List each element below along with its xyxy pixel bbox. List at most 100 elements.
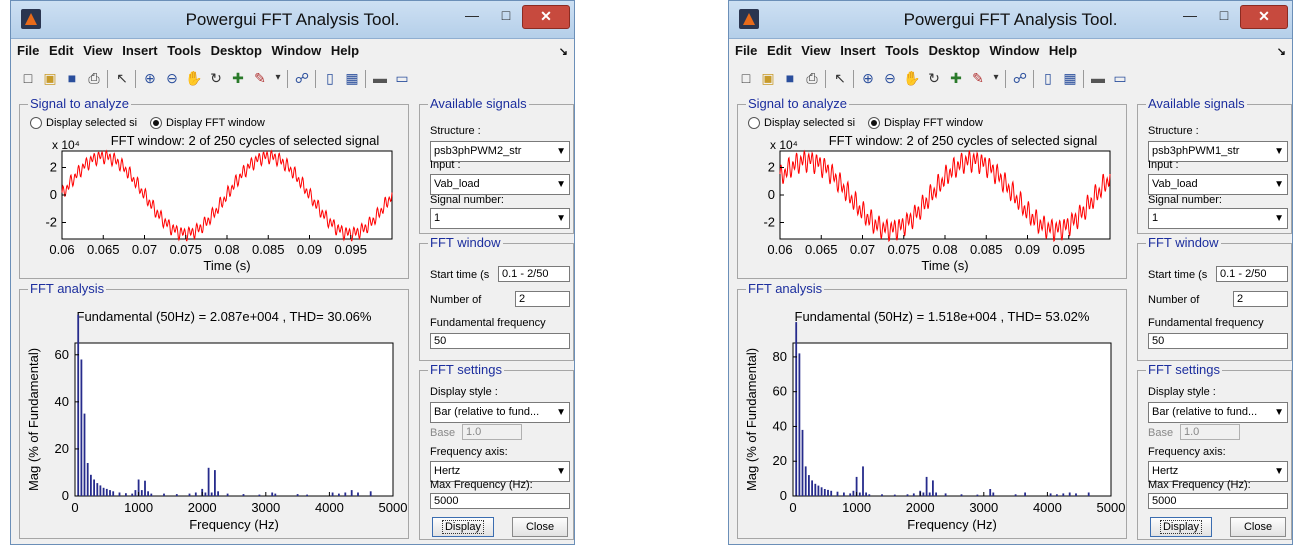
chevron-down-icon[interactable]: ▼: [1274, 407, 1284, 418]
menu-window[interactable]: Window: [989, 43, 1040, 58]
minimize-button[interactable]: —: [1183, 7, 1197, 23]
insert-colorbar-icon[interactable]: ▯: [326, 70, 334, 86]
pan-hand-icon[interactable]: ✋: [185, 70, 203, 86]
data-cursor-icon[interactable]: ✚: [232, 70, 244, 86]
menu-desktop[interactable]: Desktop: [928, 43, 980, 58]
frequency-axis-select[interactable]: Hertz ▼: [1148, 461, 1288, 482]
display-fft-window-radio[interactable]: Display FFT window: [150, 117, 300, 131]
insert-colorbar-icon[interactable]: ▯: [1044, 70, 1052, 86]
display-selected-signal-radio[interactable]: Display selected si: [748, 117, 883, 131]
show-plot-tools-icon[interactable]: ▭: [1113, 70, 1127, 86]
zoom-in-icon[interactable]: ⊕: [862, 70, 874, 86]
menu-insert[interactable]: Insert: [840, 43, 876, 58]
max-frequency-input[interactable]: 5000: [430, 493, 570, 509]
menu-tools[interactable]: Tools: [167, 43, 201, 58]
open-file-icon[interactable]: ▣: [761, 70, 775, 86]
chevron-down-icon[interactable]: ▼: [556, 213, 566, 224]
rotate-3d-icon[interactable]: ↻: [210, 70, 222, 86]
brush-dropdown-icon[interactable]: ▾: [275, 72, 281, 83]
chevron-down-icon[interactable]: ▼: [1274, 179, 1284, 190]
menu-view[interactable]: View: [801, 43, 831, 58]
max-frequency-input[interactable]: 5000: [1148, 493, 1288, 509]
structure-select[interactable]: psb3phPWM1_str ▼: [1148, 141, 1288, 162]
title-bar[interactable]: Powergui FFT Analysis Tool. — □ ✕: [11, 1, 574, 39]
hide-plot-tools-icon[interactable]: ▬: [373, 70, 387, 86]
signal-number-select[interactable]: 1 ▼: [430, 208, 570, 229]
radio-button[interactable]: [868, 117, 880, 129]
insert-legend-icon[interactable]: ▦: [345, 70, 359, 86]
number-of-cycles-input[interactable]: 2: [1233, 291, 1288, 307]
brush-icon[interactable]: ✎: [254, 70, 266, 86]
display-button[interactable]: Display: [1150, 517, 1212, 537]
new-figure-icon[interactable]: □: [23, 70, 33, 86]
fundamental-frequency-input[interactable]: 50: [1148, 333, 1288, 349]
display-fft-window-radio[interactable]: Display FFT window: [868, 117, 1018, 131]
chevron-down-icon[interactable]: ▼: [556, 466, 566, 477]
menu-tools[interactable]: Tools: [885, 43, 919, 58]
brush-dropdown-icon[interactable]: ▾: [993, 72, 999, 83]
zoom-in-icon[interactable]: ⊕: [144, 70, 156, 86]
zoom-out-icon[interactable]: ⊖: [166, 70, 178, 86]
save-icon[interactable]: ■: [785, 70, 795, 86]
radio-button[interactable]: [748, 117, 760, 129]
display-style-select[interactable]: Bar (relative to fund... ▼: [1148, 402, 1288, 423]
display-selected-signal-radio[interactable]: Display selected si: [30, 117, 165, 131]
menu-edit[interactable]: Edit: [767, 43, 792, 58]
maximize-button[interactable]: □: [501, 7, 511, 23]
menu-help[interactable]: Help: [1048, 43, 1078, 58]
zoom-out-icon[interactable]: ⊖: [884, 70, 896, 86]
chevron-down-icon[interactable]: ▼: [556, 179, 566, 190]
structure-select[interactable]: psb3phPWM2_str ▼: [430, 141, 570, 162]
maximize-button[interactable]: □: [1219, 7, 1229, 23]
edit-plot-pointer-icon[interactable]: ↖: [834, 70, 846, 86]
pan-hand-icon[interactable]: ✋: [903, 70, 921, 86]
data-cursor-icon[interactable]: ✚: [950, 70, 962, 86]
title-bar[interactable]: Powergui FFT Analysis Tool. — □ ✕: [729, 1, 1292, 39]
menu-help[interactable]: Help: [330, 43, 360, 58]
show-plot-tools-icon[interactable]: ▭: [395, 70, 409, 86]
open-file-icon[interactable]: ▣: [43, 70, 57, 86]
insert-legend-icon[interactable]: ▦: [1063, 70, 1077, 86]
print-icon[interactable]: ⎙: [806, 70, 818, 86]
menu-window[interactable]: Window: [271, 43, 322, 58]
chevron-down-icon[interactable]: ▼: [1274, 466, 1284, 477]
signal-number-select[interactable]: 1 ▼: [1148, 208, 1288, 229]
link-plot-icon[interactable]: ☍: [294, 70, 310, 86]
chevron-down-icon[interactable]: ▼: [556, 146, 566, 157]
hide-plot-tools-icon[interactable]: ▬: [1091, 70, 1105, 86]
chevron-down-icon[interactable]: ▼: [556, 407, 566, 418]
frequency-axis-select[interactable]: Hertz ▼: [430, 461, 570, 482]
menu-file[interactable]: File: [735, 43, 758, 58]
rotate-3d-icon[interactable]: ↻: [928, 70, 940, 86]
menu-dock-arrow-icon[interactable]: ↘: [1276, 46, 1286, 58]
new-figure-icon[interactable]: □: [741, 70, 751, 86]
input-select[interactable]: Vab_load ▼: [430, 174, 570, 195]
radio-button[interactable]: [150, 117, 162, 129]
start-time-input[interactable]: 0.1 - 2/50: [1216, 266, 1288, 282]
menu-dock-arrow-icon[interactable]: ↘: [558, 46, 568, 58]
start-time-input[interactable]: 0.1 - 2/50: [498, 266, 570, 282]
close-button[interactable]: Close: [1230, 517, 1286, 537]
link-plot-icon[interactable]: ☍: [1012, 70, 1028, 86]
chevron-down-icon[interactable]: ▼: [1274, 213, 1284, 224]
close-button[interactable]: Close: [512, 517, 568, 537]
close-window-button[interactable]: ✕: [1240, 5, 1288, 29]
menu-view[interactable]: View: [83, 43, 113, 58]
fundamental-frequency-input[interactable]: 50: [430, 333, 570, 349]
input-select[interactable]: Vab_load ▼: [1148, 174, 1288, 195]
menu-insert[interactable]: Insert: [122, 43, 158, 58]
chevron-down-icon[interactable]: ▼: [1274, 146, 1284, 157]
minimize-button[interactable]: —: [465, 7, 479, 23]
number-of-cycles-input[interactable]: 2: [515, 291, 570, 307]
display-button[interactable]: Display: [432, 517, 494, 537]
save-icon[interactable]: ■: [67, 70, 77, 86]
menu-desktop[interactable]: Desktop: [210, 43, 262, 58]
print-icon[interactable]: ⎙: [88, 70, 100, 86]
menu-edit[interactable]: Edit: [49, 43, 74, 58]
menu-file[interactable]: File: [17, 43, 40, 58]
edit-plot-pointer-icon[interactable]: ↖: [116, 70, 128, 86]
close-window-button[interactable]: ✕: [522, 5, 570, 29]
display-style-select[interactable]: Bar (relative to fund... ▼: [430, 402, 570, 423]
brush-icon[interactable]: ✎: [972, 70, 984, 86]
radio-button[interactable]: [30, 117, 42, 129]
